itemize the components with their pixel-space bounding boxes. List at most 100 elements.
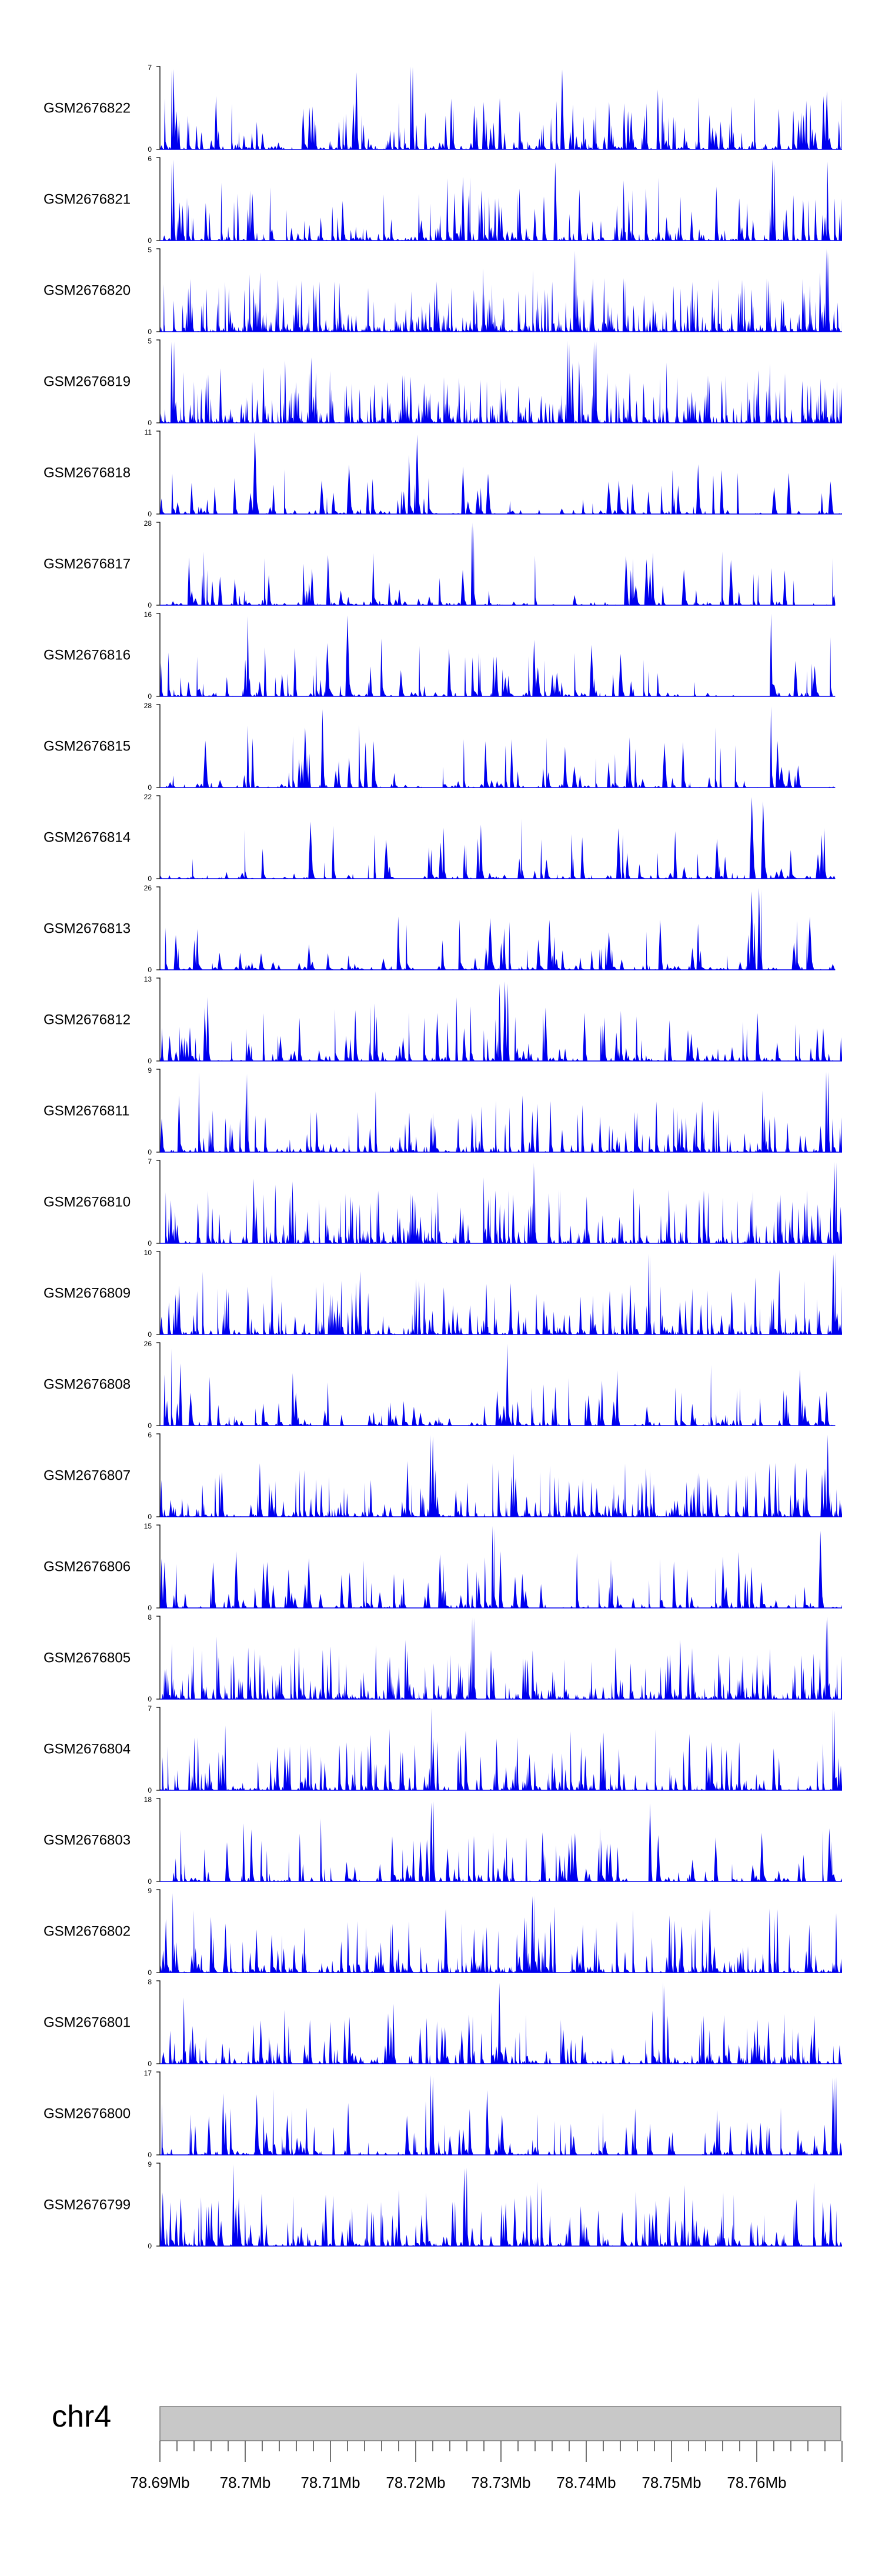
- track-ymax-label: 26: [144, 1340, 152, 1348]
- track-ymax-label: 28: [144, 702, 152, 710]
- track-y-axis: [156, 977, 161, 1062]
- track-y-axis: [156, 248, 161, 332]
- track-ymin-label: 0: [148, 1877, 152, 1886]
- track-y-axis: [156, 1160, 161, 1244]
- track-GSM2676814: GSM2676814 22 0: [44, 793, 836, 883]
- track-ymin-label: 0: [148, 1968, 152, 1977]
- track-GSM2676810: GSM2676810 7 0: [44, 1157, 842, 1247]
- track-label: GSM2676818: [44, 465, 131, 481]
- track-GSM2676818: GSM2676818 11 0: [44, 428, 842, 518]
- track-y-axis: [156, 2163, 161, 2247]
- track-y-axis: [156, 1707, 161, 1791]
- track-GSM2676816: GSM2676816 16 0: [44, 610, 836, 700]
- track-y-axis: [156, 795, 161, 879]
- track-ymax-label: 6: [148, 1431, 152, 1439]
- track-GSM2676808: GSM2676808 26 0: [44, 1340, 836, 1430]
- track-label: GSM2676805: [44, 1650, 131, 1666]
- track-label: GSM2676820: [44, 283, 131, 299]
- track-y-axis: [156, 1069, 161, 1153]
- track-ymin-label: 0: [148, 2060, 152, 2068]
- coverage-area: [160, 887, 836, 970]
- track-ymax-label: 22: [144, 793, 152, 801]
- track-label: GSM2676808: [44, 1377, 131, 1393]
- track-label: GSM2676822: [44, 101, 131, 116]
- coverage-area: [160, 613, 836, 696]
- track-GSM2676801: GSM2676801 8 0: [44, 1978, 842, 2068]
- track-y-axis: [156, 339, 161, 423]
- coverage-area: [160, 1434, 842, 1517]
- track-ymin-label: 0: [148, 1148, 152, 1156]
- track-y-axis: [156, 613, 161, 697]
- track-y-axis: [156, 1616, 161, 1700]
- track-ymin-label: 0: [148, 966, 152, 974]
- track-ymin-label: 0: [148, 1057, 152, 1065]
- track-GSM2676799: GSM2676799 9 0: [44, 2160, 842, 2250]
- track-GSM2676804: GSM2676804 7 0: [44, 1704, 842, 1794]
- track-ymin-label: 0: [148, 328, 152, 336]
- track-GSM2676815: GSM2676815 28 0: [44, 702, 836, 792]
- track-y-axis: [156, 522, 161, 606]
- track-ymin-label: 0: [148, 601, 152, 609]
- track-label: GSM2676821: [44, 192, 131, 208]
- track-ymin-label: 0: [148, 1786, 152, 1794]
- coverage-area: [160, 341, 842, 423]
- coverage-area: [160, 706, 836, 788]
- track-ymax-label: 10: [144, 1249, 152, 1257]
- track-y-axis: [156, 1524, 161, 1609]
- track-label: GSM2676815: [44, 739, 131, 755]
- track-ymin-label: 0: [148, 1330, 152, 1339]
- track-y-axis: [156, 2071, 161, 2155]
- track-ymax-label: 8: [148, 1978, 152, 1986]
- coverage-area: [160, 1343, 836, 1426]
- track-ymax-label: 8: [148, 1613, 152, 1621]
- tick-label: 78.7Mb: [220, 2474, 271, 2491]
- track-GSM2676805: GSM2676805 8 0: [44, 1613, 842, 1703]
- track-ymin-label: 0: [148, 2242, 152, 2250]
- track-GSM2676802: GSM2676802 9 0: [44, 1887, 842, 1977]
- coverage-area: [160, 797, 836, 879]
- coverage-area: [160, 66, 842, 149]
- track-ymax-label: 9: [148, 1887, 152, 1895]
- coverage-area: [160, 1801, 842, 1881]
- track-ymin-label: 0: [148, 1513, 152, 1521]
- coverage-area: [160, 1526, 842, 1608]
- track-y-axis: [156, 1980, 161, 2064]
- track-y-axis: [156, 1251, 161, 1335]
- tick-label: 78.75Mb: [642, 2474, 701, 2491]
- coverage-area: [160, 1708, 842, 1790]
- coverage-tracks: GSM267682270GSM267682160GSM267682050GSM2…: [44, 64, 842, 2250]
- track-ymin-label: 0: [148, 783, 152, 792]
- track-ymax-label: 26: [144, 884, 152, 892]
- tick-label: 78.74Mb: [556, 2474, 616, 2491]
- track-ymax-label: 11: [145, 428, 152, 436]
- track-GSM2676811: GSM2676811 9 0: [44, 1066, 842, 1156]
- track-GSM2676806: GSM2676806 15 0: [44, 1522, 842, 1612]
- tick-label: 78.69Mb: [130, 2474, 189, 2491]
- track-ymin-label: 0: [148, 1604, 152, 1612]
- chromosome-ideogram: chr4: [52, 2400, 841, 2441]
- track-ymin-label: 0: [148, 419, 152, 427]
- track-label: GSM2676810: [44, 1194, 131, 1210]
- track-GSM2676819: GSM2676819 5 0: [44, 337, 842, 427]
- track-label: GSM2676811: [44, 1103, 129, 1119]
- coverage-area: [160, 522, 836, 605]
- coverage-area: [160, 981, 842, 1061]
- track-y-axis: [156, 1798, 161, 1882]
- track-y-axis: [156, 431, 161, 515]
- track-ymin-label: 0: [148, 1695, 152, 1703]
- track-label: GSM2676806: [44, 1559, 131, 1575]
- track-label: GSM2676799: [44, 2197, 131, 2213]
- track-label: GSM2676800: [44, 2106, 131, 2122]
- track-ymin-label: 0: [148, 1239, 152, 1247]
- track-GSM2676809: GSM2676809 10 0: [44, 1249, 842, 1339]
- track-label: GSM2676809: [44, 1286, 131, 1302]
- track-label: GSM2676817: [44, 556, 131, 572]
- coverage-area: [160, 1982, 842, 2064]
- track-y-axis: [156, 1342, 161, 1426]
- track-GSM2676807: GSM2676807 6 0: [44, 1431, 842, 1521]
- track-ymax-label: 5: [148, 337, 152, 345]
- track-label: GSM2676804: [44, 1741, 131, 1757]
- track-ymax-label: 28: [144, 519, 152, 528]
- track-GSM2676800: GSM2676800 17 0: [44, 2069, 842, 2159]
